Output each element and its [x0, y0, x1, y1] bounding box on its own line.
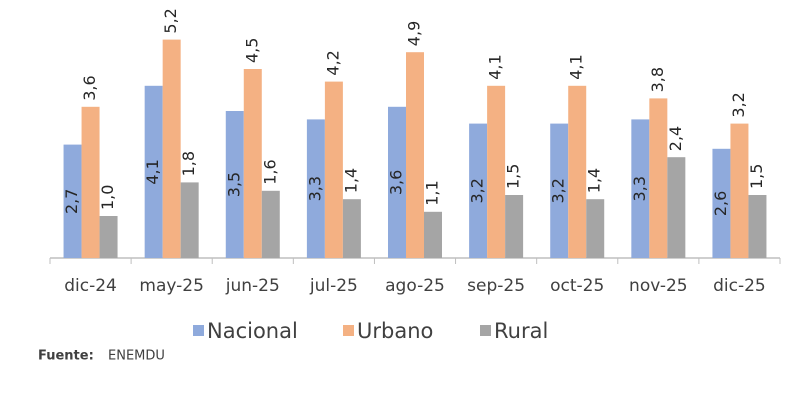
value-label: 4,2	[323, 50, 342, 75]
value-label: 2,7	[62, 189, 81, 214]
legend-swatch	[480, 325, 491, 336]
source-label: Fuente:	[38, 349, 94, 364]
bar	[63, 144, 82, 258]
bar	[225, 111, 244, 258]
value-label: 3,6	[80, 75, 99, 100]
value-label: 3,3	[305, 176, 324, 201]
value-label: 4,1	[567, 54, 586, 79]
bar	[81, 106, 100, 258]
legend-label: Nacional	[207, 319, 298, 343]
x-tick-label: jul-25	[309, 276, 358, 296]
value-label: 4,5	[242, 38, 261, 63]
value-label: 4,9	[405, 21, 424, 46]
bar	[162, 39, 181, 258]
value-label: 1,4	[341, 168, 360, 193]
bar	[342, 199, 361, 258]
value-label: 2,4	[666, 126, 685, 151]
x-tick-label: dic-25	[713, 276, 766, 296]
value-label: 1,8	[179, 151, 198, 176]
bar	[306, 119, 325, 259]
bar	[712, 148, 731, 258]
value-label: 3,2	[729, 92, 748, 117]
value-label: 4,1	[143, 159, 162, 184]
bar	[99, 216, 118, 258]
bar	[586, 199, 605, 258]
value-label: 3,6	[387, 170, 406, 195]
bar	[261, 190, 280, 258]
value-label: 1,5	[747, 164, 766, 189]
x-tick-label: oct-25	[550, 276, 604, 296]
bar	[469, 123, 488, 258]
value-label: 1,5	[504, 164, 523, 189]
source: ENEMDU	[108, 349, 165, 364]
x-tick-label: dic-24	[64, 276, 117, 296]
bar	[388, 106, 406, 258]
bar	[243, 69, 262, 258]
bar	[748, 195, 767, 258]
value-label: 1,6	[260, 159, 279, 184]
value-label: 3,2	[468, 178, 487, 203]
bar	[406, 52, 424, 259]
legend-swatch	[193, 325, 204, 336]
x-tick-label: may-25	[139, 276, 204, 296]
value-label: 3,5	[224, 172, 243, 197]
bar	[667, 157, 686, 258]
value-label: 3,8	[648, 67, 667, 92]
value-label: 1,1	[423, 180, 442, 205]
x-tick-label: nov-25	[629, 276, 688, 296]
value-label: 3,3	[630, 176, 649, 201]
bar	[180, 182, 199, 258]
legend-label: Rural	[494, 319, 548, 343]
x-tick-label: sep-25	[467, 276, 525, 296]
bar	[631, 119, 650, 259]
bar	[730, 123, 749, 258]
bar	[424, 211, 442, 258]
legend-swatch	[343, 325, 354, 336]
bar	[550, 123, 569, 258]
bar	[649, 98, 668, 259]
bar	[324, 81, 343, 258]
value-label: 1,0	[98, 185, 117, 210]
legend-label: Urbano	[357, 319, 433, 343]
x-tick-label: ago-25	[385, 276, 445, 296]
bar	[144, 85, 163, 258]
value-label: 3,2	[549, 178, 568, 203]
x-tick-label: jun-25	[225, 276, 280, 296]
bar	[505, 195, 524, 258]
value-label: 2,6	[711, 191, 730, 216]
value-label: 4,1	[486, 54, 505, 79]
value-label: 1,4	[585, 168, 604, 193]
bar	[487, 85, 506, 258]
bar	[568, 85, 587, 258]
value-label: 5,2	[161, 8, 180, 33]
